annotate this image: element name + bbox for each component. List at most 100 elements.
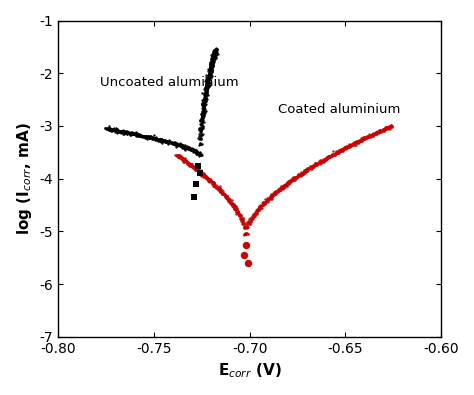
Point (355, 139, 363, 145)
Point (209, 56, 216, 62)
Point (204, 77, 212, 83)
Point (205, 75, 213, 81)
Point (198, 171, 205, 177)
Point (161, 137, 169, 143)
Point (119, 130, 127, 137)
Point (268, 194, 275, 201)
Point (202, 87, 210, 93)
Point (210, 55, 217, 62)
Point (176, 154, 184, 160)
Point (336, 147, 344, 154)
Point (207, 65, 215, 71)
Point (207, 60, 214, 66)
Point (287, 178, 295, 184)
Point (297, 171, 305, 177)
Point (203, 86, 210, 92)
Point (264, 196, 272, 203)
Point (182, 157, 190, 164)
Point (199, 97, 207, 103)
Point (225, 198, 232, 205)
Point (173, 141, 181, 147)
Point (196, 151, 204, 158)
Point (102, 124, 110, 131)
Point (155, 137, 163, 143)
Point (196, 135, 204, 142)
Point (200, 102, 207, 108)
Point (262, 198, 269, 205)
Point (175, 153, 182, 159)
Point (211, 47, 219, 53)
Point (141, 133, 148, 139)
Point (201, 172, 208, 179)
Point (210, 54, 217, 60)
Point (116, 128, 124, 134)
Point (224, 195, 231, 201)
Point (260, 200, 268, 207)
Point (222, 194, 230, 201)
Point (197, 151, 204, 158)
Point (240, 218, 247, 224)
Point (208, 181, 215, 187)
Point (185, 160, 193, 167)
Point (342, 144, 350, 150)
Point (314, 161, 322, 167)
Point (277, 184, 284, 190)
Point (180, 156, 188, 163)
Point (356, 137, 364, 143)
Point (209, 55, 217, 62)
Point (208, 178, 216, 184)
Point (129, 130, 137, 136)
Point (187, 161, 194, 167)
Point (110, 127, 118, 133)
Point (223, 196, 231, 202)
Point (209, 58, 217, 64)
Point (309, 162, 317, 168)
Point (272, 188, 279, 194)
Point (212, 49, 220, 55)
Point (371, 130, 379, 137)
Point (203, 82, 211, 88)
Point (127, 128, 135, 135)
Point (319, 159, 326, 166)
Point (101, 125, 109, 132)
Point (197, 171, 205, 178)
Point (371, 130, 379, 136)
Point (209, 56, 216, 62)
Point (202, 96, 210, 102)
Point (381, 125, 389, 132)
Point (309, 162, 317, 169)
Point (381, 126, 388, 132)
Point (180, 158, 187, 165)
Point (239, 221, 247, 228)
Point (223, 194, 231, 200)
Point (305, 166, 312, 172)
Point (230, 201, 237, 208)
Point (201, 93, 209, 99)
Point (202, 82, 210, 88)
Point (170, 140, 177, 146)
Point (175, 141, 183, 147)
Point (182, 147, 189, 153)
Point (128, 130, 136, 137)
Point (274, 189, 282, 196)
Point (109, 127, 116, 134)
Point (118, 128, 125, 135)
Point (379, 126, 386, 133)
Point (121, 128, 129, 135)
Point (208, 55, 215, 61)
Point (204, 75, 211, 81)
Point (383, 125, 391, 132)
Point (155, 137, 163, 143)
Point (209, 179, 216, 185)
Point (152, 135, 159, 141)
Point (232, 207, 240, 214)
Point (202, 92, 210, 99)
Point (341, 144, 348, 150)
Point (203, 88, 211, 95)
Point (342, 145, 349, 152)
Point (338, 147, 346, 154)
Point (202, 172, 210, 179)
Point (261, 199, 269, 205)
Point (238, 217, 246, 223)
Point (134, 131, 142, 137)
